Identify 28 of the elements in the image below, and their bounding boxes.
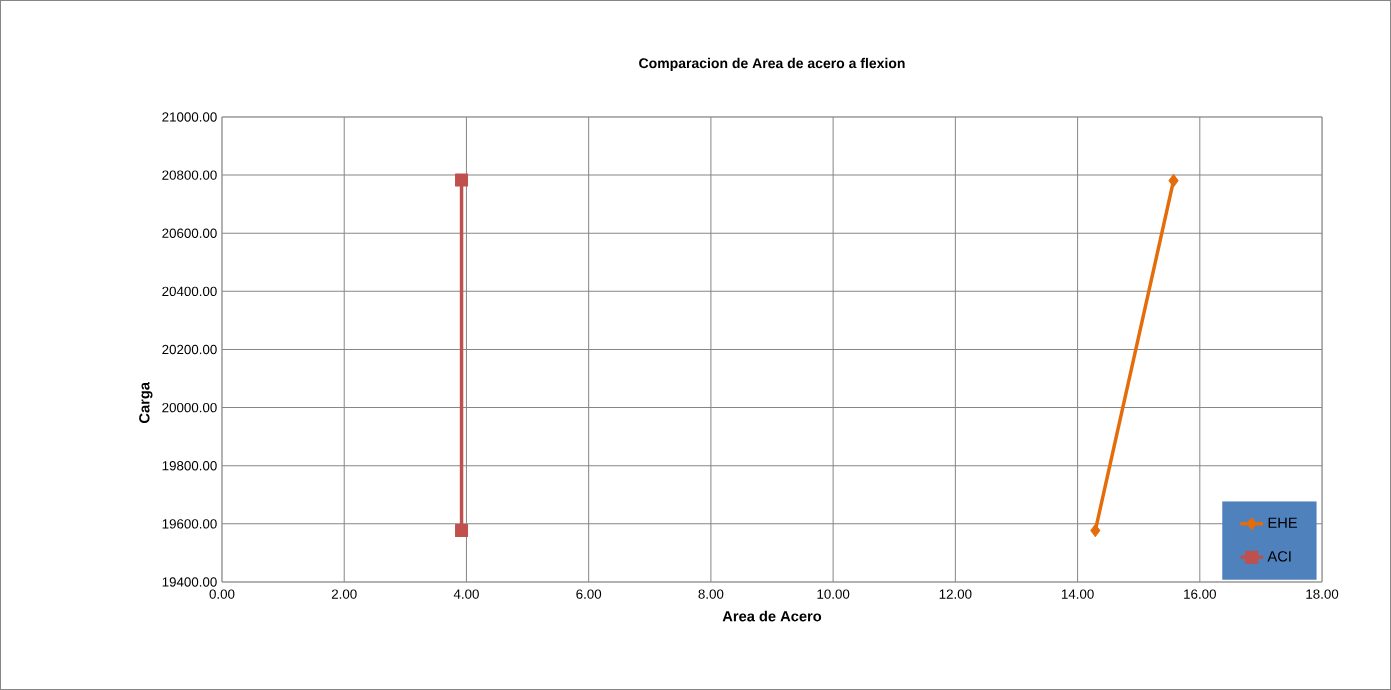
y-tick-label: 19600.00 bbox=[162, 519, 217, 529]
point bbox=[1090, 524, 1101, 538]
x-tick-label: 18.00 bbox=[1306, 589, 1339, 599]
point bbox=[455, 173, 469, 187]
y-axis-title: Carga bbox=[139, 381, 153, 424]
x-tick-label: 12.00 bbox=[939, 589, 972, 599]
y-tick-label: 20800.00 bbox=[162, 170, 217, 180]
y-tick-label: 20000.00 bbox=[162, 402, 217, 413]
x-tick-label: 4.00 bbox=[453, 589, 479, 599]
y-tick-label: 20600.00 bbox=[162, 228, 217, 238]
point bbox=[1168, 174, 1179, 188]
x-tick-label: 14.00 bbox=[1061, 589, 1094, 599]
y-tick-label: 20400.00 bbox=[162, 286, 217, 297]
chart-title: Comparacion de Area de acero a flexion bbox=[639, 57, 905, 71]
x-tick-label: 16.00 bbox=[1184, 589, 1216, 599]
point bbox=[455, 524, 469, 538]
x-tick-label: 10.00 bbox=[817, 589, 850, 599]
x-tick-label: 0.00 bbox=[209, 589, 235, 599]
x-tick-label: 2.00 bbox=[331, 589, 357, 599]
y-tick-label: 19400.00 bbox=[162, 577, 217, 587]
legend-label: ACI bbox=[1267, 551, 1291, 562]
x-tick-label: 6.00 bbox=[576, 589, 602, 599]
x-tick-label: 8.00 bbox=[698, 589, 724, 599]
y-tick-label: 20200.00 bbox=[162, 344, 217, 355]
y-tick-label: 21000.00 bbox=[162, 112, 217, 122]
x-axis-title: Area de Acero bbox=[722, 610, 822, 622]
y-tick-label: 19800.00 bbox=[162, 461, 217, 471]
legend-label: EHE bbox=[1268, 517, 1297, 528]
